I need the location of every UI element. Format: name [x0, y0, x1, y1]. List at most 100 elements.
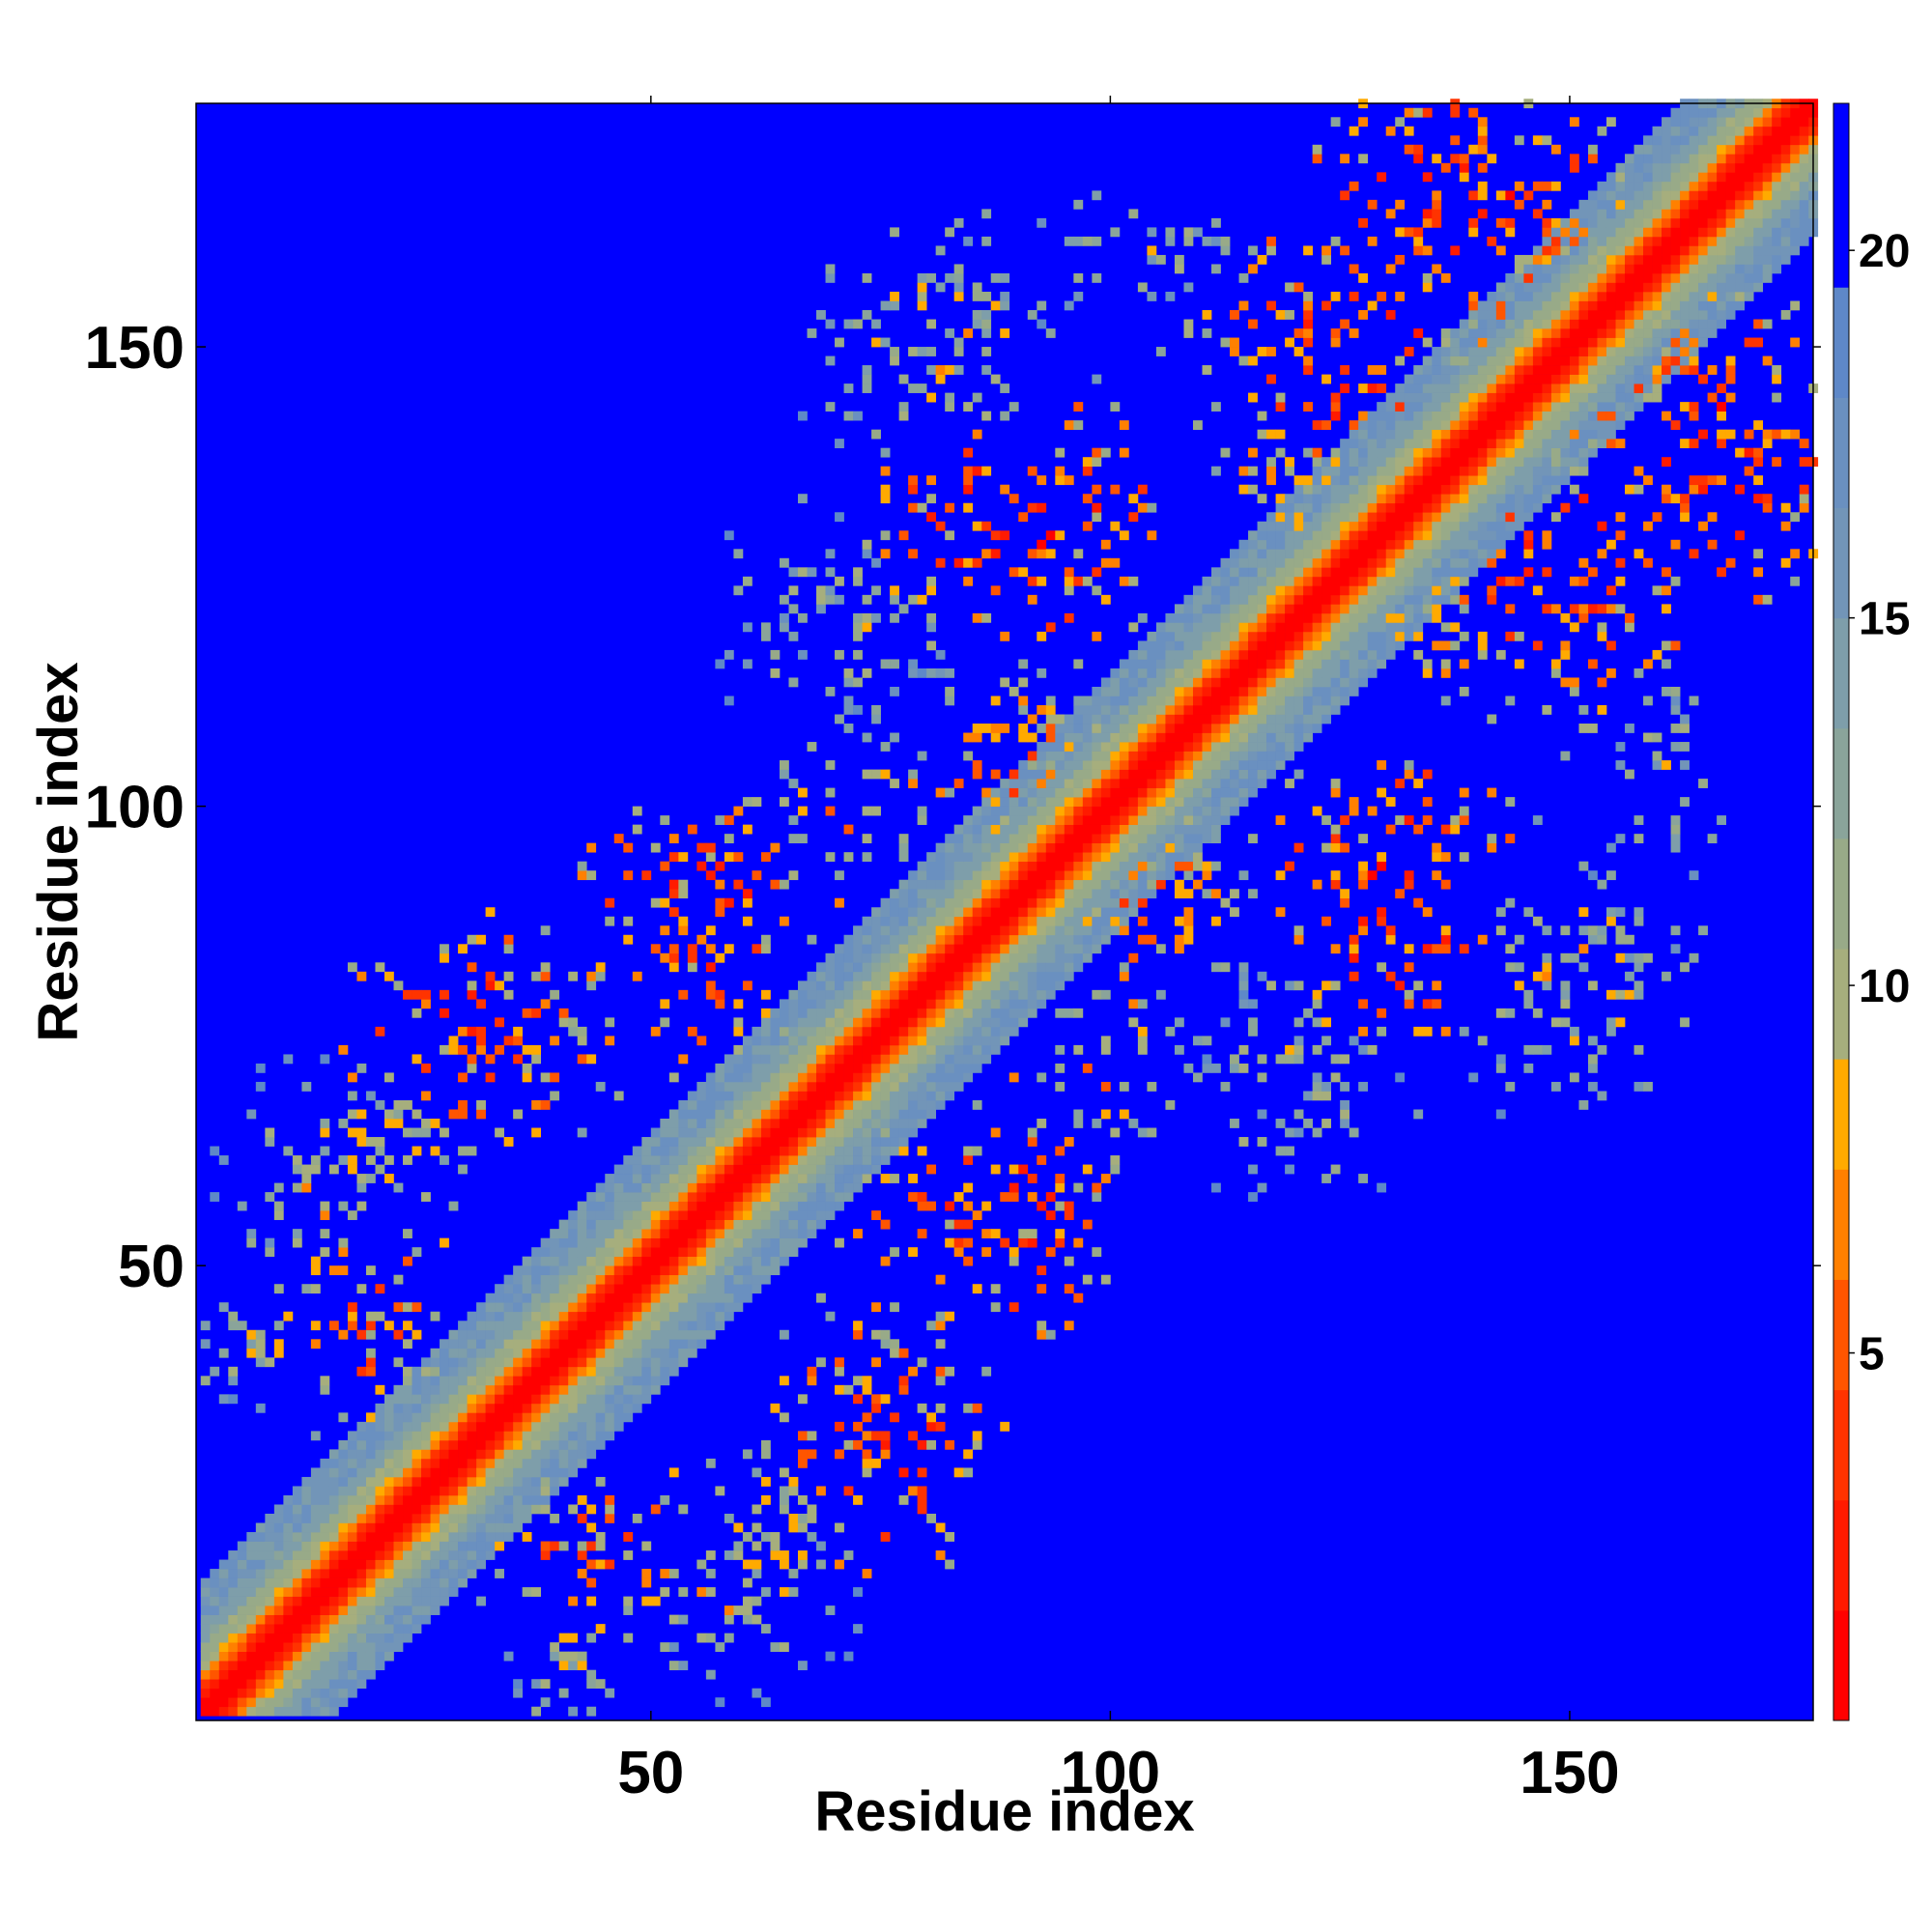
heatmap-cell — [981, 1201, 992, 1211]
heatmap-cell — [972, 1036, 982, 1046]
heatmap-cell — [779, 1044, 789, 1055]
heatmap-cell — [301, 1577, 312, 1588]
heatmap-cell — [1358, 420, 1369, 430]
heatmap-cell — [908, 934, 918, 945]
heatmap-cell — [1192, 732, 1203, 743]
heatmap-cell — [1340, 447, 1350, 458]
heatmap-cell — [926, 907, 937, 918]
heatmap-cell — [558, 1458, 569, 1468]
heatmap-cell — [752, 1054, 762, 1065]
heatmap-cell — [586, 1541, 597, 1551]
heatmap-cell — [871, 952, 881, 963]
heatmap-cell — [917, 1494, 927, 1505]
heatmap-cell — [1321, 631, 1331, 641]
heatmap-cell — [953, 834, 964, 844]
heatmap-cell — [752, 1247, 762, 1258]
heatmap-cell — [347, 1642, 357, 1653]
heatmap-cell — [393, 1384, 404, 1395]
heatmap-cell — [917, 925, 927, 936]
heatmap-cell — [1128, 797, 1139, 807]
heatmap-cell — [990, 797, 1001, 807]
heatmap-cell — [880, 1431, 891, 1441]
heatmap-cell — [1211, 962, 1221, 973]
heatmap-cell — [1312, 999, 1322, 1009]
heatmap-cell — [613, 1174, 624, 1183]
heatmap-cell — [1165, 861, 1176, 871]
heatmap-cell — [632, 1210, 642, 1220]
heatmap-cell — [724, 1219, 734, 1230]
heatmap-cell — [862, 806, 872, 816]
heatmap-cell — [825, 1182, 836, 1193]
heatmap-cell — [1202, 604, 1212, 614]
heatmap-cell — [586, 1439, 597, 1450]
heatmap-cell — [1303, 714, 1313, 724]
heatmap-cell — [1349, 457, 1359, 468]
heatmap-cell — [853, 1439, 863, 1450]
heatmap-cell — [1128, 879, 1139, 890]
heatmap-cell — [1100, 1044, 1111, 1055]
heatmap-cell — [1100, 742, 1111, 752]
heatmap-cell — [1037, 852, 1047, 863]
heatmap-cell — [945, 1063, 955, 1073]
heatmap-cell — [632, 1311, 642, 1321]
heatmap-cell — [301, 1284, 312, 1294]
heatmap-cell — [338, 1265, 349, 1276]
heatmap-cell — [605, 1504, 615, 1515]
heatmap-cell — [328, 1504, 339, 1515]
heatmap-cell — [760, 1256, 771, 1266]
heatmap-cell — [1312, 585, 1322, 596]
heatmap-cell — [871, 971, 881, 981]
heatmap-cell — [1230, 806, 1239, 816]
heatmap-cell — [963, 1063, 974, 1073]
heatmap-cell — [678, 1348, 689, 1358]
heatmap-cell — [1100, 897, 1111, 908]
heatmap-cell — [660, 1376, 670, 1386]
heatmap-cell — [448, 1044, 459, 1055]
heatmap-cell — [770, 1137, 781, 1147]
heatmap-cell — [1045, 879, 1056, 890]
heatmap-cell — [1248, 649, 1258, 660]
heatmap-cell — [1248, 539, 1258, 550]
heatmap-cell — [981, 365, 992, 375]
heatmap-cell — [228, 1321, 239, 1331]
heatmap-cell — [788, 1017, 799, 1028]
heatmap-cell — [953, 291, 964, 301]
heatmap-cell — [1137, 649, 1148, 660]
heatmap-cell — [715, 1293, 725, 1303]
heatmap-cell — [990, 1008, 1001, 1018]
heatmap-cell — [218, 1614, 229, 1625]
heatmap-cell — [623, 1155, 634, 1165]
heatmap-cell — [835, 439, 844, 449]
heatmap-cell — [448, 1329, 459, 1340]
heatmap-cell — [1330, 447, 1341, 458]
heatmap-cell — [972, 1099, 982, 1110]
heatmap-cell — [880, 1119, 891, 1128]
heatmap-cell — [595, 1412, 606, 1423]
heatmap-cell — [1202, 594, 1212, 605]
heatmap-cell — [1358, 649, 1369, 660]
heatmap-cell — [871, 944, 881, 954]
heatmap-cell — [568, 1384, 579, 1395]
heatmap-cell — [1330, 585, 1341, 596]
heatmap-cell — [485, 1357, 496, 1368]
heatmap-cell — [568, 1412, 579, 1423]
heatmap-cell — [632, 1192, 642, 1202]
heatmap-cell — [1211, 659, 1221, 669]
heatmap-cell — [752, 1063, 762, 1073]
heatmap-cell — [1100, 447, 1111, 458]
heatmap-cell — [807, 1210, 817, 1220]
heatmap-cell — [412, 1394, 422, 1405]
heatmap-cell — [1064, 806, 1074, 816]
heatmap-cell — [558, 1384, 569, 1395]
heatmap-cell — [273, 1614, 284, 1625]
heatmap-cell — [853, 1127, 863, 1138]
heatmap-cell — [1266, 549, 1276, 559]
heatmap-cell — [513, 1376, 523, 1386]
heatmap-cell — [797, 1431, 808, 1441]
heatmap-cell — [448, 1036, 459, 1046]
heatmap-cell — [1192, 787, 1203, 798]
heatmap-cell — [1211, 1063, 1221, 1073]
heatmap-cell — [724, 1182, 734, 1193]
heatmap-cell — [384, 1174, 394, 1183]
heatmap-cell — [522, 1311, 532, 1321]
